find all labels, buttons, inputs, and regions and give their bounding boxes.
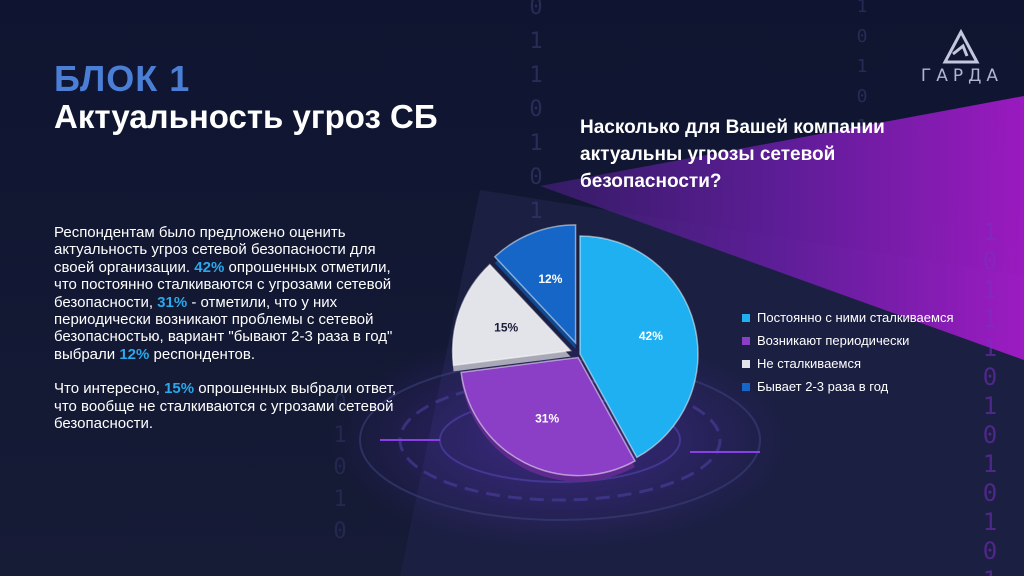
chart-title: Насколько для Вашей компании актуальны у… [580, 117, 885, 192]
binary-digit: 1 [983, 305, 997, 333]
binary-digit: 1 [529, 131, 542, 156]
binary-digit: 0 [983, 537, 997, 565]
legend-item: Бывает 2-3 раза в год [742, 375, 954, 398]
binary-digit: 1 [983, 334, 997, 362]
pie-chart: 42% 31% 15% 12% [451, 224, 699, 482]
binary-digit: 0 [983, 421, 997, 449]
binary-digit: 0 [333, 519, 346, 544]
highlight-percent: 42% [194, 258, 225, 276]
pie-slice [451, 263, 573, 367]
binary-digit: 0 [333, 455, 346, 480]
text-segment: опрошенных выбрали ответ, что вообще не … [54, 380, 397, 433]
binary-digit: 0 [983, 247, 997, 275]
binary-digit: 1 [983, 508, 997, 536]
text-segment: - отметили, что у них периодически возни… [54, 293, 393, 363]
binary-digit: 1 [857, 56, 868, 77]
brand-name: ГАРДА [920, 66, 1004, 86]
binary-decoration-top: 1 0 1 0 1 [857, 0, 868, 137]
pie-slice-label: 15% [494, 320, 518, 334]
binary-digit: 0 [857, 86, 868, 107]
binary-digit: 0 [529, 97, 542, 122]
highlight-percent: 12% [119, 345, 150, 363]
legend-label: Бывает 2-3 раза в год [757, 379, 889, 394]
binary-decoration-bottom: 0 1 0 1 0 [333, 391, 346, 544]
pie-slice-label: 31% [535, 412, 559, 426]
description-text: Респондентам было предложено оценить акт… [54, 224, 399, 449]
legend-item: Возникают периодически [742, 329, 954, 352]
pie-slice [493, 224, 577, 345]
binary-digit: 0 [333, 391, 346, 416]
pie-slice-label: 12% [538, 272, 562, 286]
garda-triangle-logo-icon [942, 28, 980, 64]
block-label: БЛОК 1 [54, 58, 191, 99]
binary-digit: 0 [983, 363, 997, 391]
binary-digit: 0 [857, 26, 868, 47]
description-paragraph-1: Респондентам было предложено оценить акт… [54, 224, 399, 363]
page-title: Актуальность угроз СБ [54, 98, 438, 135]
text-segment: опрошенных отметили, что постоянно сталк… [54, 258, 392, 311]
binary-digit: 1 [983, 218, 997, 246]
binary-digit: 1 [983, 276, 997, 304]
description-paragraph-2: Что интересно, 15% опрошенных выбрали от… [54, 380, 399, 432]
legend-swatch [742, 382, 750, 391]
binary-decoration-center: 0 1 1 0 1 0 1 [529, 0, 542, 224]
legend-label: Возникают периодически [757, 333, 910, 348]
binary-digit: 1 [333, 423, 346, 448]
highlight-percent: 15% [164, 380, 195, 398]
legend-swatch [742, 313, 750, 322]
chart-legend: Постоянно с ними сталкиваемся Возникают … [742, 306, 954, 398]
binary-digit: 1 [529, 29, 542, 54]
binary-digit: 0 [983, 479, 997, 507]
legend-item: Постоянно с ними сталкиваемся [742, 306, 954, 329]
binary-digit: 1 [529, 63, 542, 88]
binary-digit: 1 [983, 392, 997, 420]
pie-slice [460, 356, 637, 477]
binary-digit: 1 [529, 199, 542, 224]
binary-digit: 1 [857, 0, 868, 17]
binary-digit: 1 [983, 450, 997, 478]
binary-digit: 0 [529, 165, 542, 190]
binary-digit: 1 [333, 487, 346, 512]
highlight-percent: 31% [157, 293, 188, 311]
legend-label: Постоянно с ними сталкиваемся [757, 310, 954, 325]
pie-slice-label: 42% [639, 329, 663, 343]
legend-swatch [742, 359, 750, 368]
legend-label: Не сталкиваемся [757, 356, 861, 371]
legend-item: Не сталкиваемся [742, 352, 954, 375]
pie-slice [579, 235, 699, 459]
binary-digit: 0 [529, 0, 542, 20]
legend-swatch [742, 336, 750, 345]
text-segment: Что интересно, [54, 380, 165, 398]
binary-digit: 1 [983, 566, 997, 576]
binary-digit: 1 [857, 116, 868, 137]
text-segment: респондентов. [149, 345, 256, 363]
text-segment: Респондентам было предложено оценить акт… [54, 224, 376, 276]
binary-decoration-right: 1011101010101 [983, 218, 997, 576]
